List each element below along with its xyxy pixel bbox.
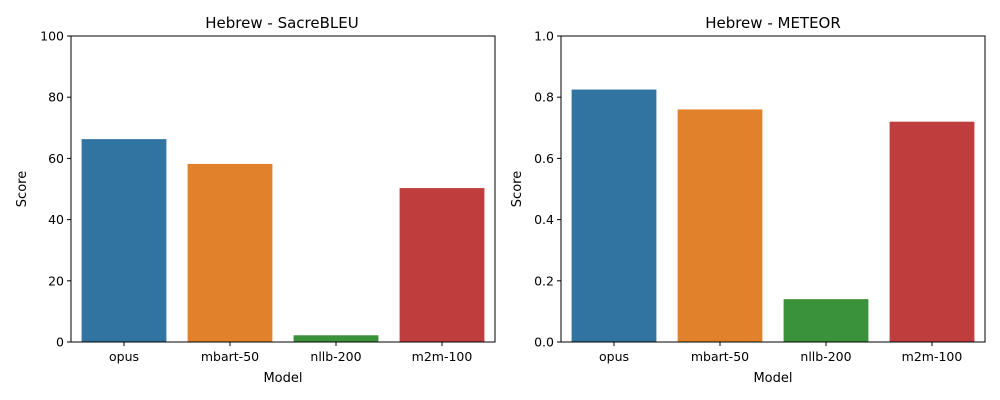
x-tick-label: nllb-200 xyxy=(800,349,851,364)
y-tick-label: 0.6 xyxy=(534,151,554,166)
bar-nllb-200 xyxy=(293,335,379,342)
y-tick-label: 100 xyxy=(40,29,64,44)
plot-frame xyxy=(70,35,496,343)
chart-panel-sacrebleu: Hebrew - SacreBLEU 0 20 40 60 80 100 opus mbar… xyxy=(15,14,496,386)
x-axis-ticks: opus mbart-50 nllb-200 m2m-100 xyxy=(109,342,472,364)
bar-opus xyxy=(81,139,167,342)
x-tick-label: nllb-200 xyxy=(310,349,361,364)
bar-mbart-50 xyxy=(187,163,273,342)
bar-group xyxy=(571,89,975,343)
y-tick-label: 0.4 xyxy=(534,212,554,227)
bar-opus xyxy=(571,89,657,342)
bar-mbart-50 xyxy=(677,109,763,342)
y-tick-label: 0.0 xyxy=(534,335,554,350)
y-tick-label: 0.8 xyxy=(534,90,554,105)
chart-title: Hebrew - METEOR xyxy=(705,14,841,32)
y-tick-label: 0 xyxy=(56,335,64,350)
x-tick-label: opus xyxy=(109,349,139,364)
x-tick-label: mbart-50 xyxy=(691,349,749,364)
y-axis-label: Score xyxy=(15,171,30,207)
plot-frame xyxy=(560,35,986,343)
y-axis-ticks: 0.0 0.2 0.4 0.6 0.8 1.0 xyxy=(534,29,561,350)
y-tick-label: 60 xyxy=(48,151,64,166)
bar-nllb-200 xyxy=(783,299,869,342)
y-axis-label: Score xyxy=(510,171,525,207)
y-tick-label: 20 xyxy=(48,273,64,288)
bar-m2m-100 xyxy=(399,188,485,342)
x-tick-label: mbart-50 xyxy=(201,349,259,364)
x-tick-label: m2m-100 xyxy=(902,349,963,364)
y-axis-ticks: 0 20 40 60 80 100 xyxy=(40,29,71,350)
x-tick-label: m2m-100 xyxy=(412,349,473,364)
chart-title: Hebrew - SacreBLEU xyxy=(205,14,358,32)
y-tick-label: 40 xyxy=(48,212,64,227)
bar-group xyxy=(81,139,485,342)
y-tick-label: 0.2 xyxy=(534,273,554,288)
x-axis-ticks: opus mbart-50 nllb-200 m2m-100 xyxy=(599,342,962,364)
y-tick-label: 80 xyxy=(48,90,64,105)
y-tick-label: 1.0 xyxy=(534,29,554,44)
chart-panel-meteor: Hebrew - METEOR 0.0 0.2 0.4 0.6 0.8 1.0 opus m… xyxy=(510,14,986,386)
x-axis-label: Model xyxy=(753,371,792,386)
x-axis-label: Model xyxy=(263,371,302,386)
bar-m2m-100 xyxy=(889,121,975,343)
x-tick-label: opus xyxy=(599,349,629,364)
